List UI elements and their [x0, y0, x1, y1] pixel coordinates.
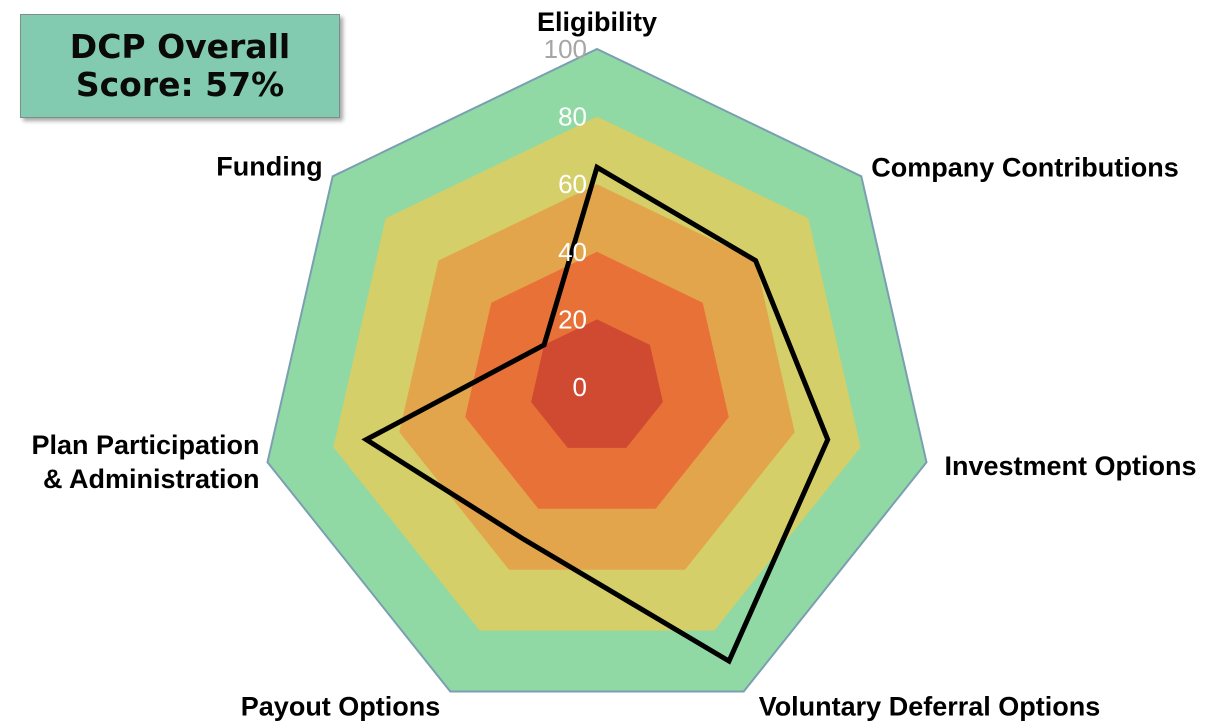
series-point [755, 260, 757, 262]
axis-label: Plan Participation & Administration [31, 430, 259, 494]
score-box-title: DCP Overall [69, 27, 291, 66]
axis-label: Eligibility [537, 7, 657, 37]
axis-label: Company Contributions [871, 152, 1178, 182]
tick-label: 20 [558, 304, 587, 334]
series-point [827, 439, 829, 441]
series-line [361, 163, 831, 665]
tick-label: 40 [558, 237, 587, 267]
score-bands [266, 47, 928, 693]
axis-labels: Eligibility Company Contributions Investme… [31, 7, 1196, 722]
series-group [361, 163, 831, 665]
score-box-value: Score: 57% [75, 65, 285, 104]
axis-label: Funding [216, 151, 322, 181]
band-0-20 [531, 319, 663, 448]
overall-score-box: DCP Overall Score: 57% [20, 14, 340, 118]
series-point [596, 166, 598, 168]
tick-labels: 0 20 40 60 80 100 [544, 34, 587, 402]
series-point [543, 344, 545, 346]
axis-label: Investment Options [945, 451, 1197, 481]
tick-label: 80 [558, 102, 587, 132]
series-point [728, 660, 730, 662]
tick-label: 100 [544, 34, 587, 64]
tick-label: 60 [558, 169, 587, 199]
tick-label: 0 [573, 372, 587, 402]
axis-label: Voluntary Deferral Options [759, 692, 1101, 722]
axis-label: Payout Options [241, 692, 441, 722]
series-point [365, 439, 367, 441]
series-point [523, 538, 525, 540]
